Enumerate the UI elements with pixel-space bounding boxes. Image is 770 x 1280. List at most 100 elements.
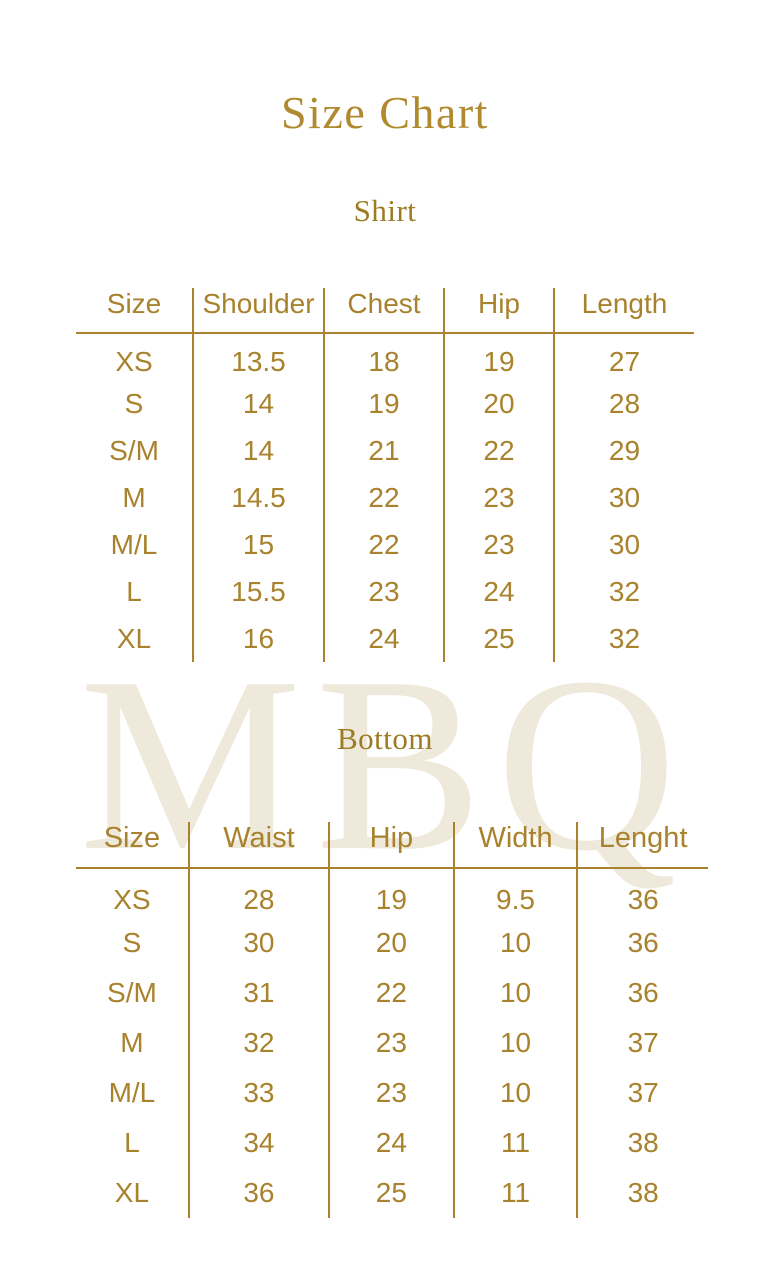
cell-size: L [76, 1118, 190, 1168]
table-row: XL 36 25 11 38 [76, 1168, 708, 1218]
cell-hip: 25 [329, 1168, 455, 1218]
column-header-chest: Chest [324, 288, 445, 334]
cell-lenght: 36 [627, 977, 659, 1008]
table-row: L 34 24 11 38 [76, 1118, 708, 1168]
table-row: L 15.5 23 24 32 [76, 568, 694, 615]
table-row: S/M 14 21 22 29 [76, 427, 694, 474]
section-heading-shirt: Shirt [353, 193, 417, 228]
cell-chest: 19 [324, 380, 445, 427]
cell-size: M [76, 1018, 190, 1068]
cell-hip: 20 [329, 918, 455, 968]
cell-length: 30 [608, 528, 641, 560]
table-row: S/M 31 22 10 36 [76, 968, 708, 1018]
cell-size: XL [76, 615, 194, 662]
cell-hip: 23 [329, 1018, 455, 1068]
cell-width: 9.5 [453, 868, 579, 918]
cell-size: XL [76, 1168, 190, 1218]
cell-shoulder: 14.5 [193, 474, 325, 521]
cell-length: 29 [608, 434, 641, 466]
cell-shoulder: 13.5 [193, 333, 325, 380]
cell-waist: 28 [188, 868, 331, 918]
cell-width: 10 [453, 968, 579, 1018]
column-header-lenght: Lenght [577, 822, 708, 869]
cell-hip: 24 [444, 568, 555, 615]
cell-width: 10 [453, 1068, 579, 1118]
table-row: M 32 23 10 37 [76, 1018, 708, 1068]
cell-waist: 34 [188, 1118, 331, 1168]
cell-lenght: 37 [627, 1027, 659, 1058]
cell-waist: 33 [188, 1068, 331, 1118]
cell-size: S [76, 380, 194, 427]
cell-size: XS [76, 868, 190, 918]
cell-chest: 18 [324, 333, 445, 380]
cell-waist: 31 [188, 968, 331, 1018]
cell-shoulder: 14 [193, 380, 325, 427]
cell-hip: 23 [444, 521, 555, 568]
section-heading-bottom: Bottom [336, 721, 433, 756]
cell-hip: 23 [444, 474, 555, 521]
cell-lenght: 36 [627, 883, 659, 915]
column-header-waist: Waist [188, 822, 331, 869]
cell-shoulder: 15.5 [193, 568, 325, 615]
cell-size: M [76, 474, 194, 521]
cell-lenght: 38 [627, 1177, 659, 1208]
column-header-length: Length [554, 288, 694, 334]
cell-size: M/L [76, 1068, 190, 1118]
cell-waist: 32 [188, 1018, 331, 1068]
cell-shoulder: 14 [193, 427, 325, 474]
cell-length: 30 [608, 481, 641, 513]
cell-lenght: 37 [627, 1077, 659, 1108]
cell-length: 32 [608, 575, 641, 607]
cell-length: 28 [608, 387, 641, 419]
cell-hip: 24 [329, 1118, 455, 1168]
cell-hip: 23 [329, 1068, 455, 1118]
cell-width: 10 [453, 918, 579, 968]
cell-hip: 19 [444, 333, 555, 380]
cell-chest: 22 [324, 474, 445, 521]
cell-waist: 30 [188, 918, 331, 968]
cell-size: L [76, 568, 194, 615]
cell-chest: 23 [324, 568, 445, 615]
table-row: S 30 20 10 36 [76, 918, 708, 968]
cell-length: 32 [608, 622, 641, 654]
cell-hip: 22 [444, 427, 555, 474]
cell-shoulder: 15 [193, 521, 325, 568]
cell-hip: 20 [444, 380, 555, 427]
cell-size: S [76, 918, 190, 968]
column-header-hip: Hip [444, 288, 555, 334]
cell-width: 11 [453, 1168, 579, 1218]
cell-length: 27 [608, 346, 641, 377]
cell-size: M/L [76, 521, 194, 568]
cell-width: 10 [453, 1018, 579, 1068]
table-header-row: Size Shoulder Chest Hip Length [76, 288, 694, 334]
table-row: M 14.5 22 23 30 [76, 474, 694, 521]
cell-waist: 36 [188, 1168, 331, 1218]
page-title: Size Chart [281, 87, 489, 138]
column-header-hip: Hip [329, 822, 455, 869]
cell-chest: 24 [324, 615, 445, 662]
table-row: M/L 15 22 23 30 [76, 521, 694, 568]
cell-shoulder: 16 [193, 615, 325, 662]
table-row: S 14 19 20 28 [76, 380, 694, 427]
cell-lenght: 38 [627, 1127, 659, 1158]
cell-size: XS [76, 333, 194, 380]
column-header-size: Size [76, 822, 190, 869]
column-header-width: Width [453, 822, 579, 869]
table-row: XL 16 24 25 32 [76, 615, 694, 662]
cell-hip: 25 [444, 615, 555, 662]
table-row: XS 28 19 9.5 36 [76, 868, 708, 918]
table-row: XS 13.5 18 19 27 [76, 333, 694, 380]
table-row: M/L 33 23 10 37 [76, 1068, 708, 1118]
cell-width: 11 [453, 1118, 579, 1168]
cell-size: S/M [76, 427, 194, 474]
table-header-row: Size Waist Hip Width Lenght [76, 822, 708, 869]
cell-hip: 19 [329, 868, 455, 918]
cell-chest: 21 [324, 427, 445, 474]
cell-hip: 22 [329, 968, 455, 1018]
cell-chest: 22 [324, 521, 445, 568]
column-header-size: Size [76, 288, 194, 334]
column-header-shoulder: Shoulder [193, 288, 325, 334]
size-table-bottom: Size Waist Hip Width Lenght XS 28 19 9.5… [76, 822, 708, 1218]
cell-lenght: 36 [627, 927, 659, 958]
